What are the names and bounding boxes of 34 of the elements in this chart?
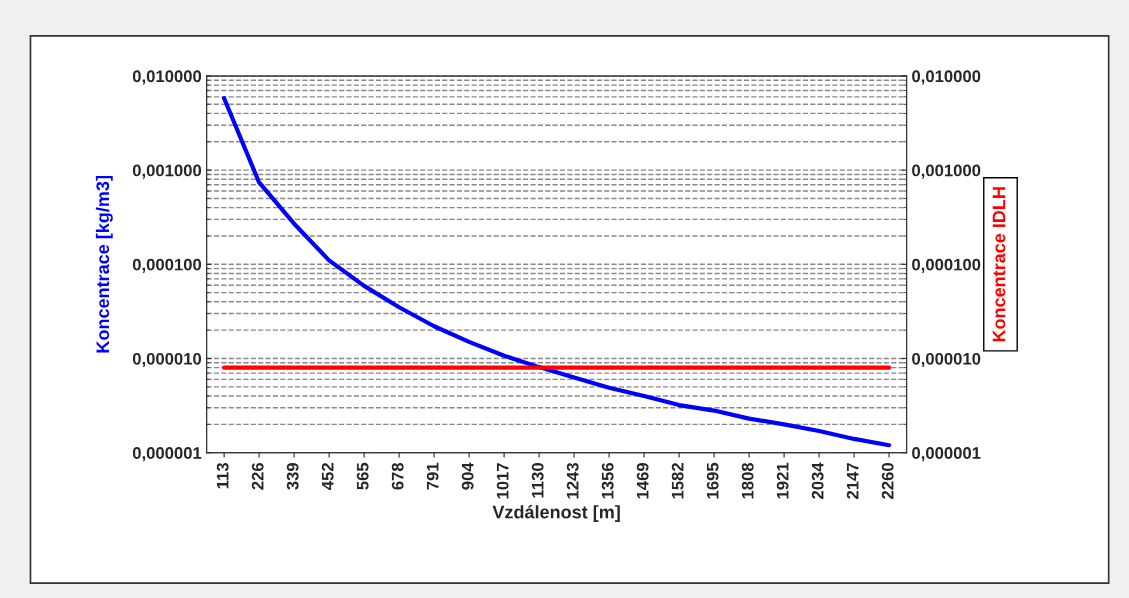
y-tick-label: 0,000100 xyxy=(132,258,202,273)
x-tick-label: 2260 xyxy=(881,463,894,499)
line-series xyxy=(222,96,892,448)
text: 0,000010 xyxy=(912,352,981,368)
x-tick-label: 678 xyxy=(391,462,404,490)
y-tick-label: 0,000010 xyxy=(132,352,202,368)
x-axis-title: Vzdálenost [m] xyxy=(492,505,620,523)
text: 0,000001 xyxy=(912,447,981,462)
x-tick-label: 452 xyxy=(321,463,334,490)
x-tick-label: 1356 xyxy=(601,463,614,499)
x-tick-label: 1582 xyxy=(671,463,684,499)
y-tick-label: 0,000001 xyxy=(132,447,202,462)
x-tick-label: 1695 xyxy=(706,462,719,499)
text: 0,010000 xyxy=(912,70,981,85)
x-tick-label: 339 xyxy=(286,463,299,490)
x-tick-label: 1469 xyxy=(636,463,649,499)
x-tick-label: 1243 xyxy=(566,463,579,499)
text: 0,001000 xyxy=(912,164,981,179)
x-tick-label: 1808 xyxy=(741,462,754,499)
x-tick-label: 2147 xyxy=(846,463,859,499)
x-tick-label: 791 xyxy=(426,462,439,490)
y-tick-label: 0,010000 xyxy=(132,70,202,85)
y-tick-label: 0,001000 xyxy=(132,164,202,179)
text: 0,000100 xyxy=(912,258,981,273)
x-tick-label: 2034 xyxy=(811,462,824,499)
y2-axis-title: Koncentrace IDLH xyxy=(992,187,1006,342)
x-tick-label: 113 xyxy=(216,463,229,489)
x-tick-label: 904 xyxy=(461,462,474,490)
x-tick-label: 226 xyxy=(251,463,264,490)
x-tick-label: 565 xyxy=(356,462,369,490)
x-tick-label: 1130 xyxy=(531,463,544,498)
y-axis-title: Koncentrace [kg/m3] xyxy=(95,176,113,353)
x-tick-label: 1921 xyxy=(776,462,789,499)
x-tick-label: 1017 xyxy=(496,463,509,499)
